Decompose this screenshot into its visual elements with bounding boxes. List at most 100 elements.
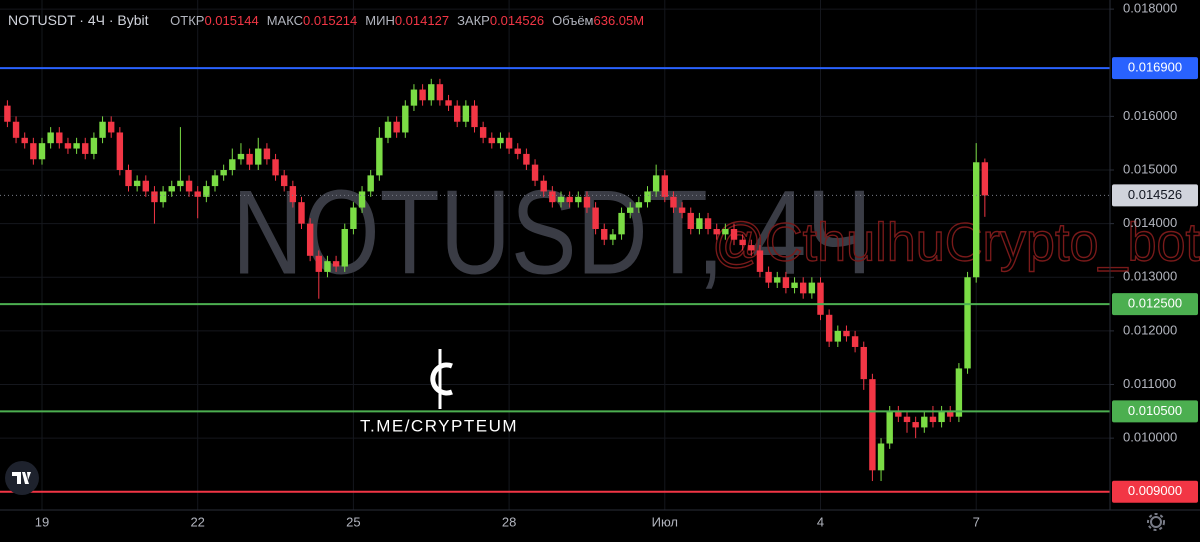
candle-body xyxy=(756,250,764,272)
candle-body xyxy=(281,175,288,187)
logo-mark xyxy=(12,472,31,484)
stat: МИН0.014127 xyxy=(365,13,449,28)
candle-body xyxy=(713,228,720,235)
candle-body xyxy=(428,84,435,101)
candle-body xyxy=(462,105,470,122)
stat-name: ЗАКР xyxy=(457,13,490,28)
candle-body xyxy=(791,282,798,288)
level-label: 0.016900 xyxy=(1128,60,1182,75)
candle-body xyxy=(825,314,833,342)
candle-body xyxy=(332,261,340,267)
level-label-box xyxy=(1112,480,1198,503)
settings-icon[interactable] xyxy=(1147,513,1165,531)
candle-body xyxy=(687,212,694,229)
x-tick-label: 4 xyxy=(817,514,824,529)
candle-body xyxy=(549,191,556,203)
symbol: NOTUSDT · 4Ч · Bybit xyxy=(8,12,149,28)
candle-body xyxy=(133,180,141,187)
candle-body xyxy=(635,202,643,208)
stat-value: 0.015144 xyxy=(204,13,259,28)
candle-body xyxy=(583,196,591,208)
candle-body xyxy=(981,162,989,196)
candle-body xyxy=(479,127,487,138)
candle-body xyxy=(670,196,677,208)
candle-body xyxy=(272,159,279,176)
candle-body xyxy=(47,132,54,144)
candle-body xyxy=(566,196,573,203)
logo-circle xyxy=(5,461,39,495)
level-label: 0.009000 xyxy=(1128,483,1182,498)
candle-body xyxy=(678,207,686,213)
candle-body xyxy=(341,228,348,267)
stat: ОТКР0.015144 xyxy=(170,13,259,28)
candle-body xyxy=(696,218,703,229)
tv-logo xyxy=(5,461,39,495)
candle-body xyxy=(108,121,115,133)
candle-body xyxy=(419,89,426,101)
candle-body xyxy=(367,175,374,192)
candle-body xyxy=(151,191,158,203)
stat-value: 0.014127 xyxy=(394,13,450,28)
stat: МАКС0.015214 xyxy=(267,13,358,28)
stat-name: Объём xyxy=(552,13,594,28)
candle-body xyxy=(955,368,963,417)
bot-watermark: @CthulhuCrypto_bot xyxy=(712,212,1200,272)
gear-teeth[interactable] xyxy=(1147,513,1165,531)
candle-body xyxy=(56,132,63,144)
candle-body xyxy=(860,346,867,380)
candle-body xyxy=(168,186,175,192)
candle-body xyxy=(497,137,504,144)
level-label: 0.010500 xyxy=(1128,403,1182,418)
x-tick-label: 22 xyxy=(190,514,204,529)
candle-body xyxy=(739,239,746,246)
candle-body xyxy=(921,416,928,428)
candle-body xyxy=(652,175,660,192)
candle-body xyxy=(531,164,539,181)
candle-body xyxy=(376,137,383,176)
y-tick-label: 0.010000 xyxy=(1123,430,1177,445)
x-tick-label: 19 xyxy=(35,514,49,529)
candle-body xyxy=(306,223,314,256)
candle-body xyxy=(116,132,124,170)
y-tick-label: 0.012000 xyxy=(1123,322,1177,337)
candle-body xyxy=(315,255,322,272)
logo-c xyxy=(430,362,453,396)
candle-body xyxy=(246,153,253,165)
stat-name: МИН xyxy=(365,13,395,28)
stats: ОТКР0.015144 МАКС0.015214 МИН0.014127 ЗАКР 0… xyxy=(170,13,652,28)
candle-body xyxy=(601,228,608,240)
candle-body xyxy=(903,416,911,423)
y-tick-label: 0.018000 xyxy=(1123,1,1177,16)
candle-body xyxy=(947,411,954,417)
candle-body xyxy=(358,191,366,208)
candle-body xyxy=(471,105,478,128)
level-label-box xyxy=(1112,293,1198,316)
candle-body xyxy=(869,379,876,471)
candle-body xyxy=(722,228,729,235)
candle-body xyxy=(393,121,400,133)
gear-ring[interactable] xyxy=(1150,516,1162,528)
candle-body xyxy=(350,207,357,229)
candle-body xyxy=(298,202,305,224)
candle-body xyxy=(886,411,893,444)
candle-body xyxy=(4,105,11,122)
level-label: 0.012500 xyxy=(1128,296,1182,311)
candle-body xyxy=(748,245,755,251)
candle-body xyxy=(800,282,807,294)
x-tick-label: Июл xyxy=(652,514,678,529)
candle-body xyxy=(592,207,599,229)
stat-name: МАКС xyxy=(266,13,304,28)
candle-body xyxy=(445,100,452,106)
stat-name: ОТКР xyxy=(170,13,205,28)
candle-body xyxy=(142,180,149,192)
y-tick-label: 0.016000 xyxy=(1123,108,1177,123)
candle-body xyxy=(289,186,297,203)
header: NOTUSDT · 4Ч · Bybit ОТКР0.015144 МАКС0.0… xyxy=(8,12,652,28)
candle-body xyxy=(488,137,495,144)
level-label-box xyxy=(1112,57,1198,80)
candle-body xyxy=(929,416,937,423)
candle-body xyxy=(730,228,738,240)
candle-body xyxy=(38,143,46,160)
